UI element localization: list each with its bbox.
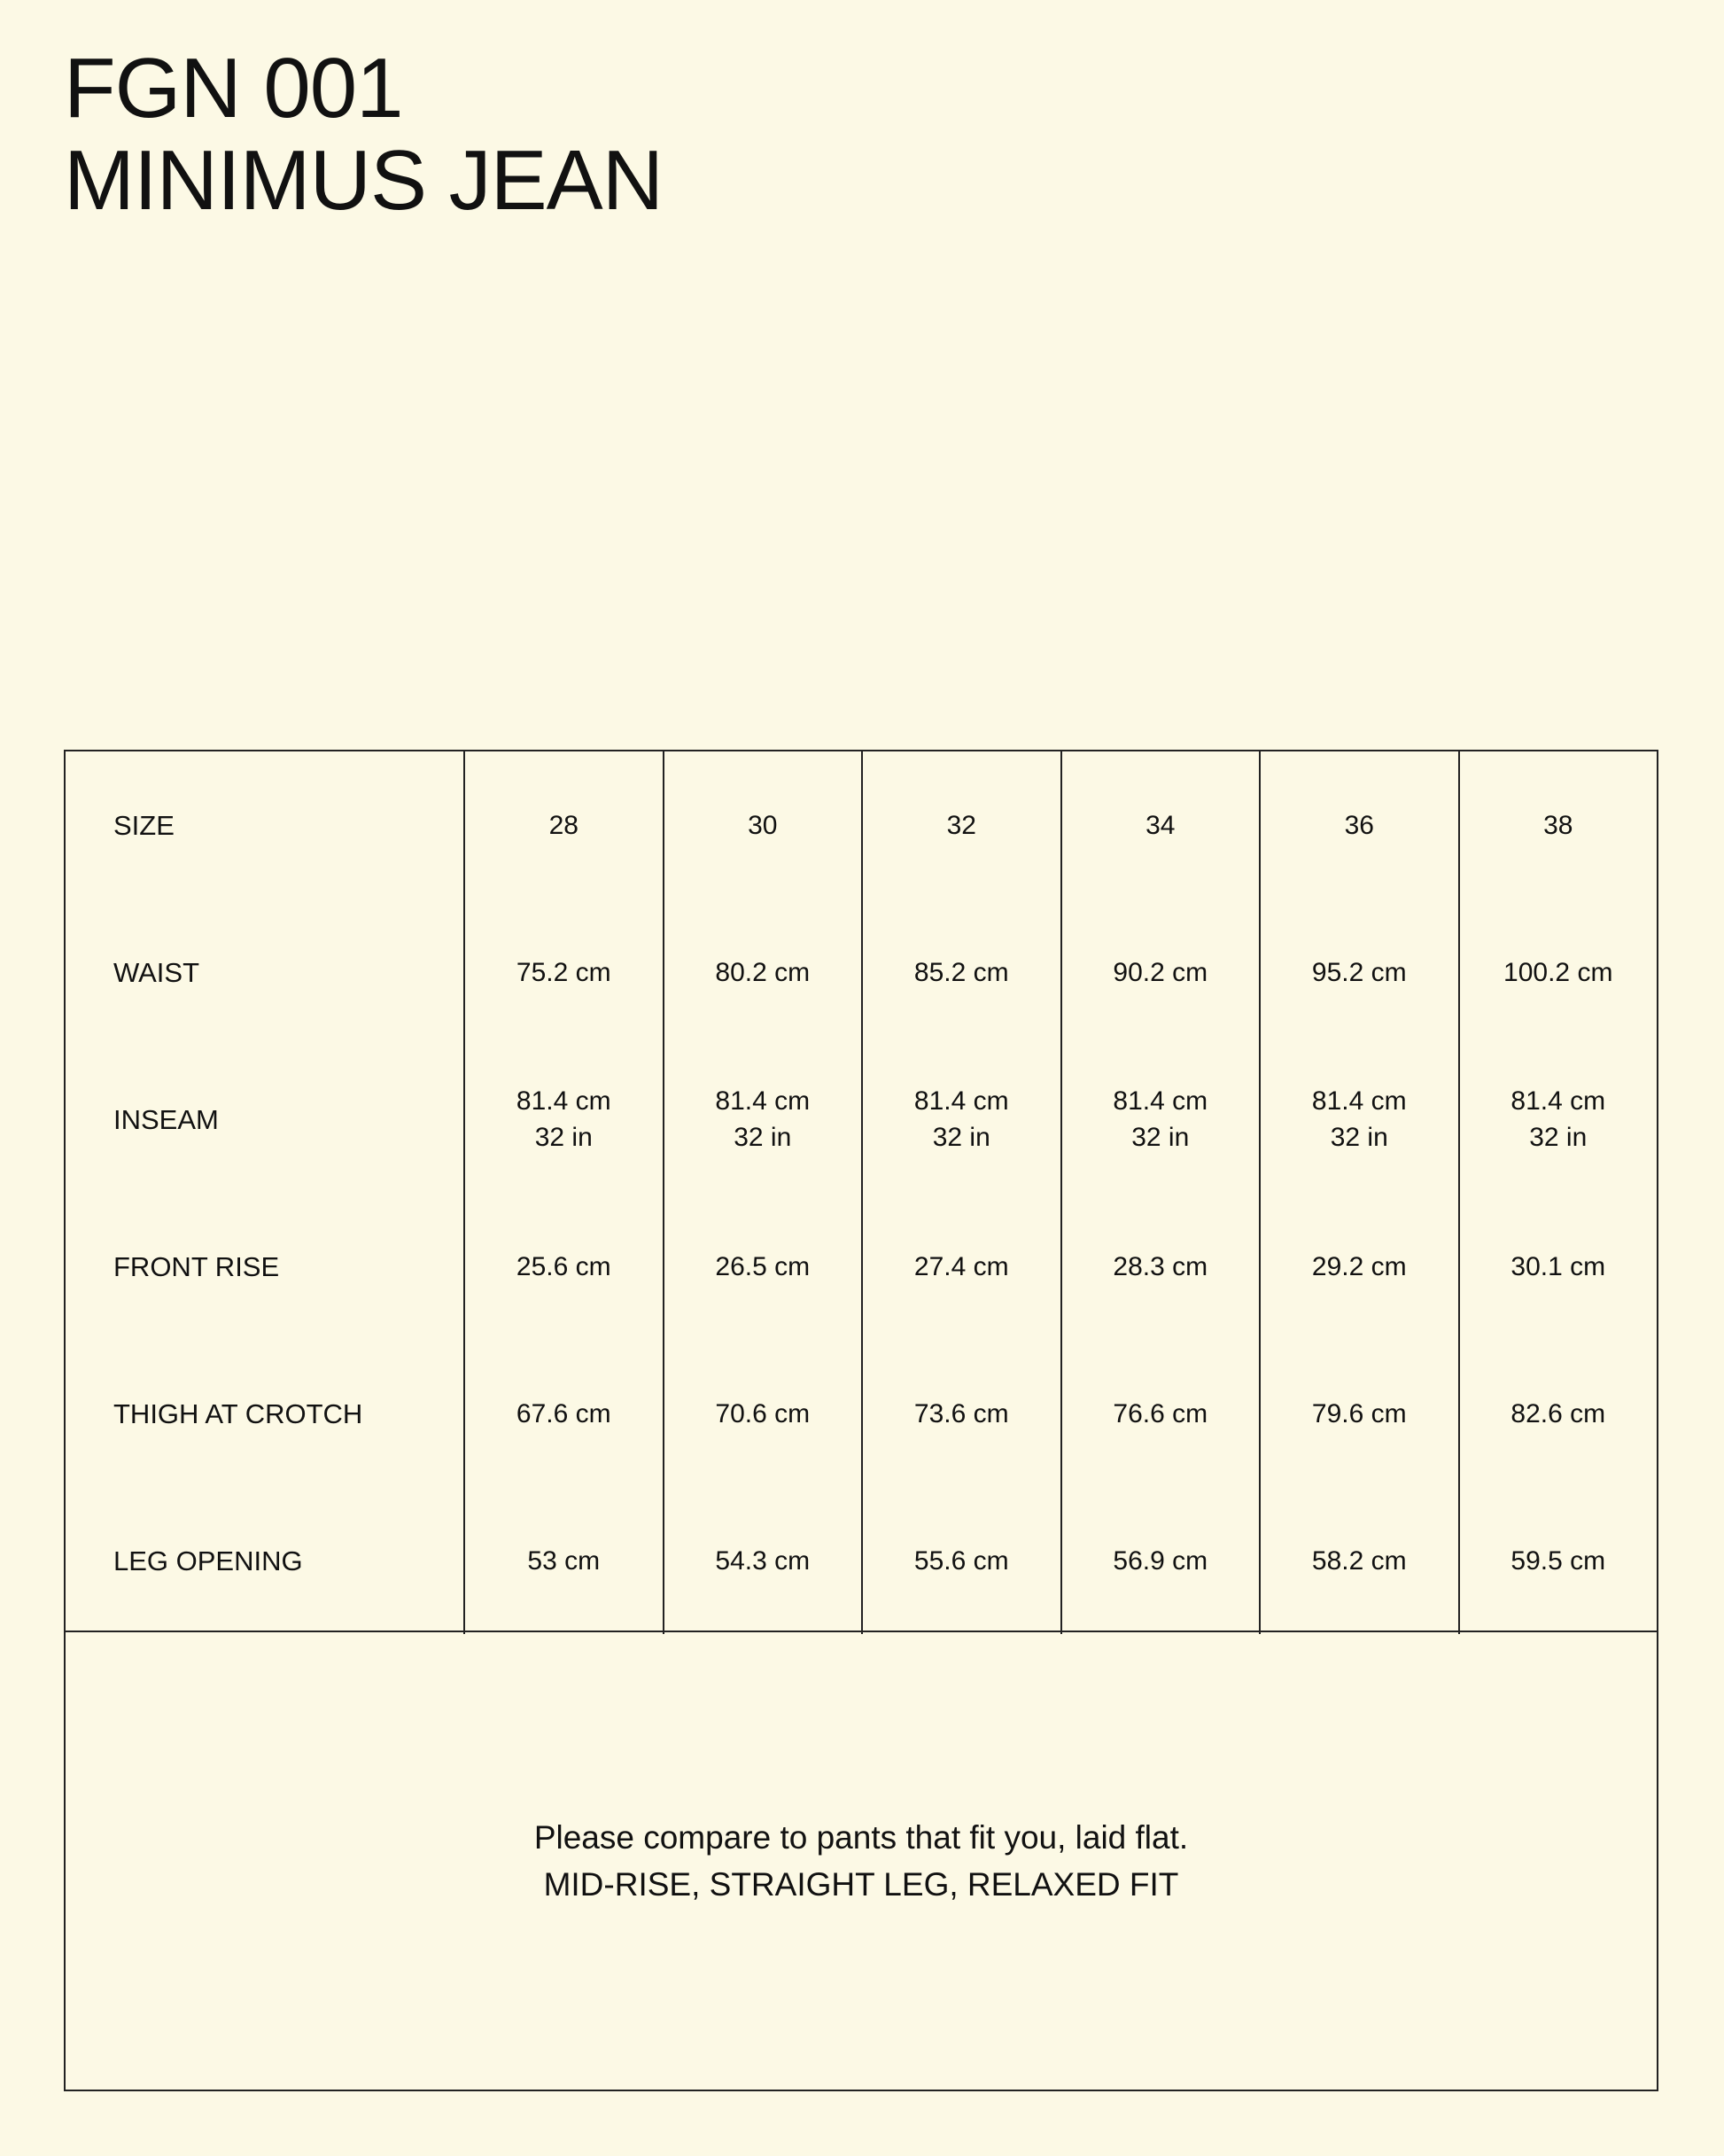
cell-thigh: 73.6 cm (863, 1340, 1060, 1487)
cell-value: 53 cm (527, 1545, 601, 1576)
row-label-waist: WAIST (113, 956, 200, 988)
cell-value: 27.4 cm (913, 1251, 1009, 1281)
cell-value: 54.3 cm (715, 1545, 811, 1576)
cell-value: 70.6 cm (715, 1398, 811, 1428)
cell-inseam: 81.4 cm 32 in (1261, 1046, 1458, 1193)
cell-value: 32 in (1529, 1123, 1588, 1152)
cell-thigh: 79.6 cm (1261, 1340, 1458, 1487)
cell-value: 25.6 cm (516, 1251, 611, 1281)
cell-inseam: 81.4 cm 32 in (863, 1046, 1060, 1193)
cell-value: 81.4 cm (715, 1086, 811, 1116)
cell-value: 81.4 cm (1510, 1086, 1606, 1116)
cell-leg_opening: 59.5 cm (1460, 1487, 1658, 1634)
size-column-38: 38 100.2 cm 81.4 cm 32 in 30.1 cm 82.6 cm 59.5… (1457, 751, 1658, 1634)
size-column-32: 32 85.2 cm 81.4 cm 32 in 27.4 cm 73.6 cm 55.6 … (861, 751, 1060, 1634)
cell-size: 30 (664, 751, 862, 899)
cell-inseam: 81.4 cm 32 in (1062, 1046, 1260, 1193)
cell-inseam: 81.4 cm 32 in (664, 1046, 862, 1193)
cell-waist: 95.2 cm (1261, 899, 1458, 1046)
cell-waist: 75.2 cm (465, 899, 663, 1046)
cell-thigh: 70.6 cm (664, 1340, 862, 1487)
cell-front_rise: 28.3 cm (1062, 1193, 1260, 1340)
cell-front_rise: 30.1 cm (1460, 1193, 1658, 1340)
cell-front_rise: 26.5 cm (664, 1193, 862, 1340)
cell-front_rise: 27.4 cm (863, 1193, 1060, 1340)
cell-value: 56.9 cm (1113, 1545, 1208, 1576)
cell-value: 29.2 cm (1311, 1251, 1407, 1281)
product-name: MINIMUS JEAN (64, 133, 664, 228)
cell-value: 32 in (1131, 1123, 1190, 1152)
cell-waist: 85.2 cm (863, 899, 1060, 1046)
cell-thigh: 76.6 cm (1062, 1340, 1260, 1487)
fit-note-description: MID-RISE, STRAIGHT LEG, RELAXED FIT (543, 1866, 1179, 1903)
cell-value: 38 (1543, 810, 1573, 840)
cell-waist: 80.2 cm (664, 899, 862, 1046)
cell-value: 73.6 cm (913, 1398, 1009, 1428)
cell-value: 85.2 cm (913, 957, 1009, 987)
size-column-34: 34 90.2 cm 81.4 cm 32 in 28.3 cm 76.6 cm 56.9 … (1060, 751, 1260, 1634)
cell-value: 32 in (932, 1123, 990, 1152)
size-column-28: 28 75.2 cm 81.4 cm 32 in 25.6 cm 67.6 cm 53 cm (463, 751, 663, 1634)
cell-size: 34 (1062, 751, 1260, 899)
size-table: SIZE WAIST INSEAM FRONT RISE THIGH AT CR… (66, 751, 1658, 1634)
row-labels-column: SIZE WAIST INSEAM FRONT RISE THIGH AT CR… (66, 751, 463, 1634)
cell-value: 67.6 cm (516, 1398, 611, 1428)
cell-size: 28 (465, 751, 663, 899)
cell-value: 76.6 cm (1113, 1398, 1208, 1428)
cell-front_rise: 25.6 cm (465, 1193, 663, 1340)
cell-front_rise: 29.2 cm (1261, 1193, 1458, 1340)
fit-note: Please compare to pants that fit you, la… (66, 1632, 1657, 2090)
cell-value: 32 in (1330, 1123, 1388, 1152)
cell-value: 32 in (534, 1123, 593, 1152)
row-label-size: SIZE (113, 809, 175, 841)
cell-leg_opening: 55.6 cm (863, 1487, 1060, 1634)
product-title: FGN 001 MINIMUS JEAN (64, 41, 664, 228)
cell-size: 32 (863, 751, 1060, 899)
cell-value: 55.6 cm (913, 1545, 1009, 1576)
fit-note-instructions: Please compare to pants that fit you, la… (533, 1819, 1189, 1856)
size-column-30: 30 80.2 cm 81.4 cm 32 in 26.5 cm 70.6 cm 54.3 … (662, 751, 862, 1634)
cell-value: 59.5 cm (1510, 1545, 1606, 1576)
row-label-leg-opening: LEG OPENING (113, 1545, 303, 1576)
row-label-front-rise: FRONT RISE (113, 1250, 280, 1282)
cell-value: 80.2 cm (715, 957, 811, 987)
cell-leg_opening: 54.3 cm (664, 1487, 862, 1634)
cell-waist: 90.2 cm (1062, 899, 1260, 1046)
row-label-thigh: THIGH AT CROTCH (113, 1397, 363, 1429)
product-code: FGN 001 (64, 41, 403, 136)
cell-value: 30 (748, 810, 778, 840)
cell-leg_opening: 56.9 cm (1062, 1487, 1260, 1634)
cell-value: 90.2 cm (1113, 957, 1208, 987)
cell-value: 95.2 cm (1311, 957, 1407, 987)
cell-value: 79.6 cm (1311, 1398, 1407, 1428)
cell-waist: 100.2 cm (1460, 899, 1658, 1046)
row-label-inseam: INSEAM (113, 1103, 219, 1135)
size-chart: SIZE WAIST INSEAM FRONT RISE THIGH AT CR… (64, 750, 1658, 2091)
cell-value: 32 in (734, 1123, 792, 1152)
cell-value: 82.6 cm (1510, 1398, 1606, 1428)
cell-inseam: 81.4 cm 32 in (1460, 1046, 1658, 1193)
cell-value: 34 (1145, 810, 1176, 840)
cell-value: 100.2 cm (1503, 957, 1613, 987)
size-column-36: 36 95.2 cm 81.4 cm 32 in 29.2 cm 79.6 cm 58.2 … (1259, 751, 1458, 1634)
cell-value: 75.2 cm (516, 957, 611, 987)
cell-thigh: 82.6 cm (1460, 1340, 1658, 1487)
cell-value: 28 (548, 810, 579, 840)
cell-leg_opening: 58.2 cm (1261, 1487, 1458, 1634)
cell-value: 81.4 cm (1311, 1086, 1407, 1116)
cell-value: 28.3 cm (1113, 1251, 1208, 1281)
cell-value: 30.1 cm (1510, 1251, 1606, 1281)
cell-leg_opening: 53 cm (465, 1487, 663, 1634)
cell-value: 26.5 cm (715, 1251, 811, 1281)
cell-value: 32 (946, 810, 976, 840)
cell-value: 58.2 cm (1311, 1545, 1407, 1576)
cell-value: 81.4 cm (913, 1086, 1009, 1116)
cell-size: 38 (1460, 751, 1658, 899)
cell-value: 81.4 cm (1113, 1086, 1208, 1116)
cell-value: 81.4 cm (516, 1086, 611, 1116)
cell-thigh: 67.6 cm (465, 1340, 663, 1487)
cell-size: 36 (1261, 751, 1458, 899)
cell-inseam: 81.4 cm 32 in (465, 1046, 663, 1193)
cell-value: 36 (1344, 810, 1374, 840)
